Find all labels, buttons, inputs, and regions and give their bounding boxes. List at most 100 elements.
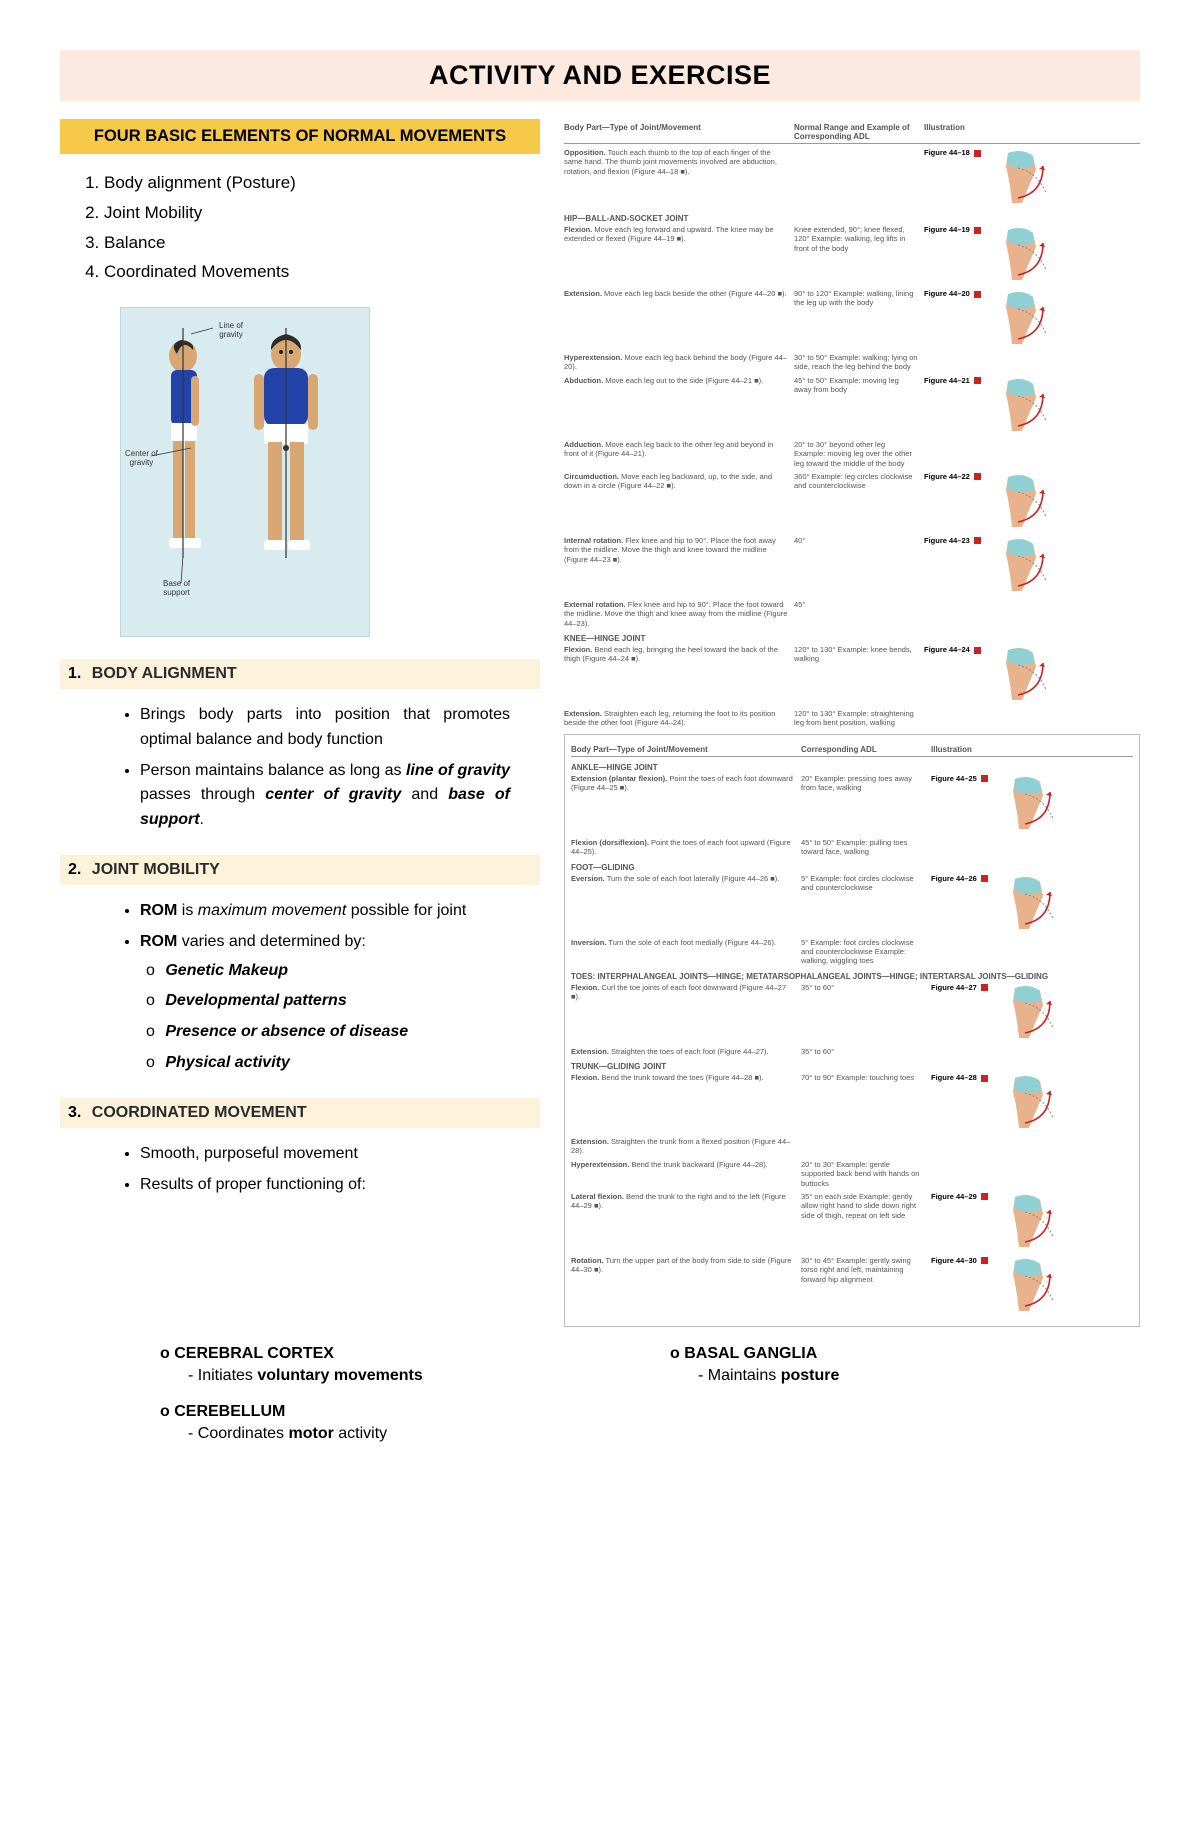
rt-cell-illus: Figure 44–22 bbox=[924, 472, 1140, 532]
figure-ref: Figure 44–30 bbox=[931, 1256, 991, 1265]
anatomy-illustration bbox=[995, 1192, 1075, 1252]
page-title: ACTIVITY AND EXERCISE bbox=[60, 60, 1140, 91]
rt-row: Lateral flexion. Bend the trunk to the r… bbox=[571, 1192, 1133, 1252]
rt-cell-illus bbox=[924, 600, 1140, 628]
rt-section-title: KNEE—HINGE JOINT bbox=[564, 634, 1140, 643]
rt-cell-illus bbox=[931, 1047, 1133, 1056]
rt-cell-range: 35° to 60° bbox=[801, 983, 931, 1043]
coordinated-movement-bullets: Smooth, purposeful movementResults of pr… bbox=[60, 1142, 540, 1198]
rt-lhead-3: Illustration bbox=[931, 745, 1133, 754]
section-header-coordinated-movement: 3. COORDINATED MOVEMENT bbox=[60, 1098, 540, 1128]
brain-area-name: BASAL GANGLIA bbox=[670, 1345, 1140, 1363]
element-item: Joint Mobility bbox=[104, 198, 540, 228]
rt-row: Flexion (dorsiflexion). Point the toes o… bbox=[571, 838, 1133, 857]
figure-ref: Figure 44–23 bbox=[924, 536, 984, 545]
rt-row: Adduction. Move each leg back to the oth… bbox=[564, 440, 1140, 468]
element-item: Coordinated Movements bbox=[104, 257, 540, 287]
rt-cell-illus bbox=[931, 938, 1133, 966]
posture-svg bbox=[121, 308, 370, 637]
anatomy-illustration bbox=[995, 983, 1075, 1043]
rt-cell-range: 5° Example: foot circles clockwise and c… bbox=[801, 938, 931, 966]
anatomy-illustration bbox=[988, 148, 1068, 208]
rt-cell-desc: Abduction. Move each leg out to the side… bbox=[564, 376, 794, 436]
rt-cell-range: 70° to 90° Example: touching toes bbox=[801, 1073, 931, 1133]
figure-ref: Figure 44–29 bbox=[931, 1192, 991, 1201]
section-title: COORDINATED MOVEMENT bbox=[92, 1104, 307, 1121]
right-table-lower-panel: Body Part—Type of Joint/Movement Corresp… bbox=[564, 734, 1140, 1327]
section-header-body-alignment: 1. BODY ALIGNMENT bbox=[60, 659, 540, 689]
rt-row: Flexion. Bend the trunk toward the toes … bbox=[571, 1073, 1133, 1133]
rt-cell-desc: Extension. Straighten the trunk from a f… bbox=[571, 1137, 801, 1156]
main-two-column: FOUR BASIC ELEMENTS OF NORMAL MOVEMENTS … bbox=[60, 119, 1140, 1327]
right-column: Body Part—Type of Joint/Movement Normal … bbox=[564, 119, 1140, 1327]
brain-area-desc: Initiates voluntary movements bbox=[188, 1367, 630, 1385]
rt-row: Extension. Straighten the trunk from a f… bbox=[571, 1137, 1133, 1156]
rt-row: Extension. Straighten the toes of each f… bbox=[571, 1047, 1133, 1056]
rt-cell-range: 45° bbox=[794, 600, 924, 628]
figure-ref: Figure 44–28 bbox=[931, 1073, 991, 1082]
rt-section-title: TOES: INTERPHALANGEAL JOINTS—HINGE; META… bbox=[571, 972, 1133, 981]
rt-row: Internal rotation. Flex knee and hip to … bbox=[564, 536, 1140, 596]
bullet-item: Results of proper functioning of: bbox=[140, 1173, 540, 1198]
rt-row: Opposition. Touch each thumb to the top … bbox=[564, 148, 1140, 208]
rt-cell-desc: Extension (plantar flexion). Point the t… bbox=[571, 774, 801, 834]
sub-o-item: Physical activity bbox=[164, 1051, 510, 1076]
rt-cell-illus: Figure 44–23 bbox=[924, 536, 1140, 596]
rt-cell-desc: Adduction. Move each leg back to the oth… bbox=[564, 440, 794, 468]
brain-area-desc: Coordinates motor activity bbox=[188, 1425, 630, 1443]
rt-cell-illus: Figure 44–25 bbox=[931, 774, 1133, 834]
rt-cell-range bbox=[801, 1137, 931, 1156]
anatomy-illustration bbox=[988, 472, 1068, 532]
rt-cell-illus: Figure 44–26 bbox=[931, 874, 1133, 934]
rt-cell-illus bbox=[931, 1137, 1133, 1156]
figure-ref: Figure 44–24 bbox=[924, 645, 984, 654]
rt-row: Rotation. Turn the upper part of the bod… bbox=[571, 1256, 1133, 1316]
rt-cell-range: 30° to 45° Example: gently swing torso r… bbox=[801, 1256, 931, 1316]
section-num: 3. bbox=[68, 1104, 81, 1121]
rt-cell-illus: Figure 44–21 bbox=[924, 376, 1140, 436]
rt-cell-illus bbox=[931, 1160, 1133, 1188]
anatomy-illustration bbox=[995, 774, 1075, 834]
figure-ref: Figure 44–22 bbox=[924, 472, 984, 481]
rt-cell-range: 20° to 30° Example: gentle supported bac… bbox=[801, 1160, 931, 1188]
figure-ref: Figure 44–21 bbox=[924, 376, 984, 385]
rt-cell-desc: Opposition. Touch each thumb to the top … bbox=[564, 148, 794, 208]
right-table-lower-head: Body Part—Type of Joint/Movement Corresp… bbox=[571, 741, 1133, 757]
rt-cell-range: Knee extended, 90°; knee flexed, 120° Ex… bbox=[794, 225, 924, 285]
rt-row: Extension. Straighten each leg, returnin… bbox=[564, 709, 1140, 728]
rt-row: Flexion. Move each leg forward and upwar… bbox=[564, 225, 1140, 285]
rt-row: Extension (plantar flexion). Point the t… bbox=[571, 774, 1133, 834]
right-table-lower: ANKLE—HINGE JOINTExtension (plantar flex… bbox=[571, 763, 1133, 1316]
rt-cell-desc: Flexion. Bend the trunk toward the toes … bbox=[571, 1073, 801, 1133]
brain-col-left: CEREBRAL CORTEX Initiates voluntary movem… bbox=[160, 1345, 630, 1461]
element-item: Body alignment (Posture) bbox=[104, 168, 540, 198]
rt-cell-desc: Hyperextension. Move each leg back behin… bbox=[564, 353, 794, 372]
anatomy-illustration bbox=[988, 376, 1068, 436]
bullet-item: ROM is maximum movement possible for joi… bbox=[140, 899, 540, 924]
rt-cell-illus: Figure 44–24 bbox=[924, 645, 1140, 705]
anatomy-illustration bbox=[988, 289, 1068, 349]
rt-row: Flexion. Bend each leg, bringing the hee… bbox=[564, 645, 1140, 705]
anatomy-illustration bbox=[988, 225, 1068, 285]
rt-cell-illus: Figure 44–28 bbox=[931, 1073, 1133, 1133]
four-elements-list: Body alignment (Posture) Joint Mobility … bbox=[60, 168, 540, 287]
bullet-item: Person maintains balance as long as line… bbox=[140, 759, 540, 833]
rt-cell-range: 35° on each side Example: gently allow r… bbox=[801, 1192, 931, 1252]
rt-lhead-2: Corresponding ADL bbox=[801, 745, 931, 754]
rt-cell-illus: Figure 44–27 bbox=[931, 983, 1133, 1043]
rt-cell-illus: Figure 44–30 bbox=[931, 1256, 1133, 1316]
brain-area-name: CEREBRAL CORTEX bbox=[160, 1345, 630, 1363]
figure-ref: Figure 44–26 bbox=[931, 874, 991, 883]
right-table-upper: Opposition. Touch each thumb to the top … bbox=[564, 148, 1140, 728]
rt-section-title: FOOT—GLIDING bbox=[571, 863, 1133, 872]
figure-ref: Figure 44–18 bbox=[924, 148, 984, 157]
rt-cell-range: 30° to 50° Example: walking; lying on si… bbox=[794, 353, 924, 372]
rt-row: Flexion. Curl the toe joints of each foo… bbox=[571, 983, 1133, 1043]
rt-cell-range: 120° to 130° Example: straightening leg … bbox=[794, 709, 924, 728]
rt-cell-desc: Extension. Straighten the toes of each f… bbox=[571, 1047, 801, 1056]
rt-cell-desc: Circumduction. Move each leg backward, u… bbox=[564, 472, 794, 532]
anatomy-illustration bbox=[995, 874, 1075, 934]
left-column: FOUR BASIC ELEMENTS OF NORMAL MOVEMENTS … bbox=[60, 119, 540, 1327]
rt-row: External rotation. Flex knee and hip to … bbox=[564, 600, 1140, 628]
rt-cell-illus bbox=[924, 440, 1140, 468]
